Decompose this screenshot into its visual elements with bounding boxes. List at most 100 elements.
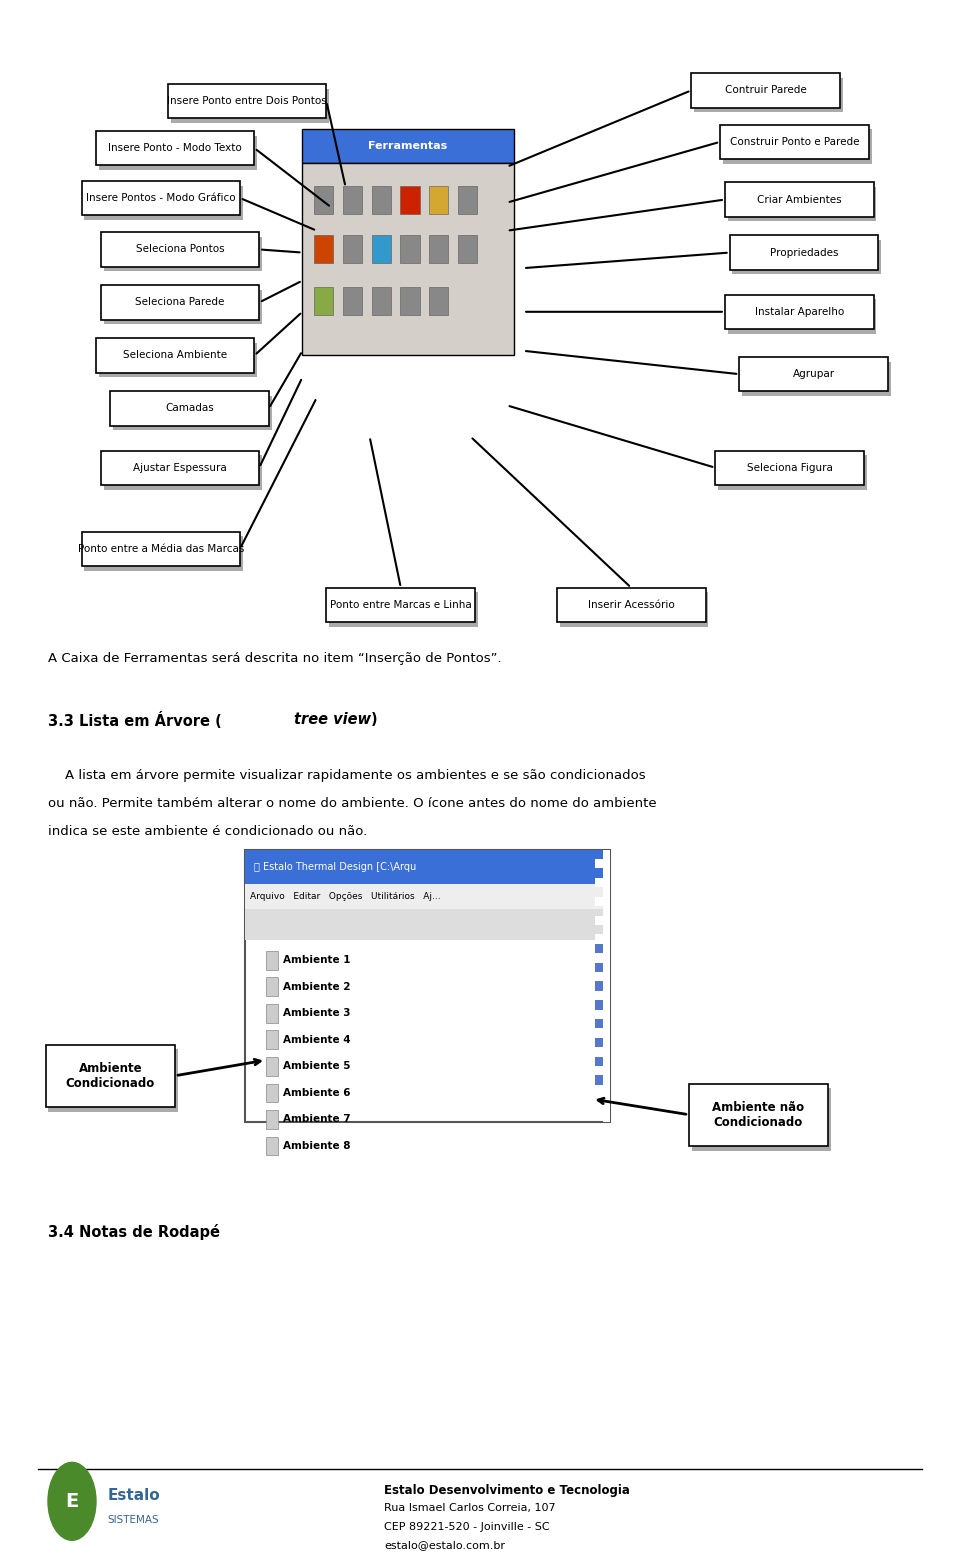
- Text: Criar Ambientes: Criar Ambientes: [756, 195, 842, 204]
- Bar: [689, 1084, 828, 1146]
- Bar: [372, 186, 391, 214]
- Bar: [343, 186, 362, 214]
- Bar: [595, 915, 610, 924]
- Text: Ambiente 1: Ambiente 1: [283, 956, 350, 965]
- Bar: [458, 186, 477, 214]
- Bar: [314, 235, 333, 263]
- Bar: [730, 235, 878, 270]
- Text: SISTEMAS: SISTEMAS: [108, 1515, 159, 1525]
- Bar: [603, 943, 610, 953]
- Bar: [595, 859, 610, 868]
- Bar: [110, 391, 269, 426]
- Bar: [96, 338, 254, 373]
- Text: Insere Ponto - Modo Texto: Insere Ponto - Modo Texto: [108, 143, 242, 153]
- Text: Ambiente 5: Ambiente 5: [283, 1062, 350, 1071]
- Text: Ajustar Espessura: Ajustar Espessura: [133, 463, 227, 472]
- Bar: [603, 1113, 610, 1122]
- Text: Insere Ponto entre Dois Pontos: Insere Ponto entre Dois Pontos: [167, 97, 327, 106]
- Bar: [603, 887, 610, 896]
- Text: Arquivo   Editar   Opções   Utilitários   Aj...: Arquivo Editar Opções Utilitários Aj...: [250, 892, 441, 901]
- Text: Ambiente 6: Ambiente 6: [283, 1088, 350, 1098]
- Bar: [595, 1066, 610, 1076]
- Bar: [302, 129, 514, 164]
- Bar: [725, 182, 874, 217]
- Bar: [603, 1076, 610, 1085]
- Bar: [557, 588, 706, 622]
- Bar: [171, 89, 329, 123]
- Bar: [603, 906, 610, 915]
- Text: Contruir Parede: Contruir Parede: [725, 86, 806, 95]
- Bar: [728, 187, 876, 221]
- Bar: [104, 455, 262, 490]
- Bar: [245, 850, 610, 1122]
- Bar: [595, 1010, 610, 1020]
- Text: Rua Ismael Carlos Correia, 107: Rua Ismael Carlos Correia, 107: [384, 1503, 556, 1512]
- Text: 3.4 Notas de Rodapé: 3.4 Notas de Rodapé: [48, 1224, 220, 1239]
- Bar: [266, 1004, 278, 1023]
- Text: Ambiente 8: Ambiente 8: [283, 1141, 350, 1151]
- Text: Ambiente 2: Ambiente 2: [283, 982, 350, 992]
- Bar: [46, 1045, 176, 1107]
- Bar: [99, 343, 257, 377]
- Bar: [400, 235, 420, 263]
- Text: ): ): [371, 712, 377, 728]
- Bar: [372, 287, 391, 315]
- Bar: [168, 84, 326, 118]
- Text: Instalar Aparelho: Instalar Aparelho: [755, 307, 844, 316]
- Bar: [739, 357, 888, 391]
- Bar: [603, 981, 610, 992]
- Bar: [266, 977, 278, 996]
- Bar: [101, 451, 259, 485]
- Bar: [104, 237, 262, 271]
- Bar: [718, 455, 867, 490]
- Bar: [266, 1030, 278, 1049]
- Bar: [603, 868, 610, 878]
- Bar: [84, 186, 243, 220]
- Bar: [595, 912, 608, 1091]
- Text: Ponto entre a Média das Marcas: Ponto entre a Média das Marcas: [78, 544, 244, 553]
- Bar: [603, 1038, 610, 1048]
- Text: tree view: tree view: [294, 712, 372, 728]
- Bar: [603, 1057, 610, 1066]
- Text: CEP 89221-520 - Joinville - SC: CEP 89221-520 - Joinville - SC: [384, 1522, 550, 1531]
- Text: Estalo: Estalo: [108, 1487, 160, 1503]
- Bar: [603, 850, 610, 859]
- Bar: [302, 164, 514, 355]
- Bar: [101, 285, 259, 320]
- Text: A Caixa de Ferramentas será descrita no item “Inserção de Pontos”.: A Caixa de Ferramentas será descrita no …: [48, 652, 502, 664]
- Bar: [720, 125, 869, 159]
- Bar: [595, 878, 610, 887]
- Text: Ambiente 7: Ambiente 7: [283, 1115, 350, 1124]
- Bar: [99, 136, 257, 170]
- Bar: [429, 235, 448, 263]
- Bar: [694, 78, 843, 112]
- Text: Ambiente 4: Ambiente 4: [283, 1035, 350, 1045]
- Bar: [343, 287, 362, 315]
- Bar: [266, 1084, 278, 1102]
- Text: Seleciona Ambiente: Seleciona Ambiente: [123, 351, 228, 360]
- Bar: [245, 909, 610, 940]
- Text: estalo@estalo.com.br: estalo@estalo.com.br: [384, 1540, 505, 1550]
- Bar: [113, 396, 272, 430]
- Bar: [560, 592, 708, 627]
- Bar: [603, 1001, 610, 1010]
- Text: A lista em árvore permite visualizar rapidamente os ambientes e se são condicion: A lista em árvore permite visualizar rap…: [48, 769, 646, 781]
- Bar: [429, 186, 448, 214]
- Text: Insere Pontos - Modo Gráfico: Insere Pontos - Modo Gráfico: [86, 193, 235, 203]
- Bar: [458, 235, 477, 263]
- Bar: [728, 299, 876, 334]
- Bar: [104, 290, 262, 324]
- Bar: [595, 1029, 610, 1038]
- Text: Agrupar: Agrupar: [793, 369, 834, 379]
- Bar: [266, 1137, 278, 1155]
- Bar: [725, 295, 874, 329]
- Bar: [595, 971, 610, 981]
- Bar: [400, 287, 420, 315]
- Bar: [715, 451, 864, 485]
- Bar: [723, 129, 872, 164]
- Text: Ferramentas: Ferramentas: [369, 140, 447, 151]
- Circle shape: [48, 1462, 96, 1540]
- Bar: [595, 1104, 610, 1113]
- Text: Seleciona Pontos: Seleciona Pontos: [135, 245, 225, 254]
- Text: Camadas: Camadas: [165, 404, 214, 413]
